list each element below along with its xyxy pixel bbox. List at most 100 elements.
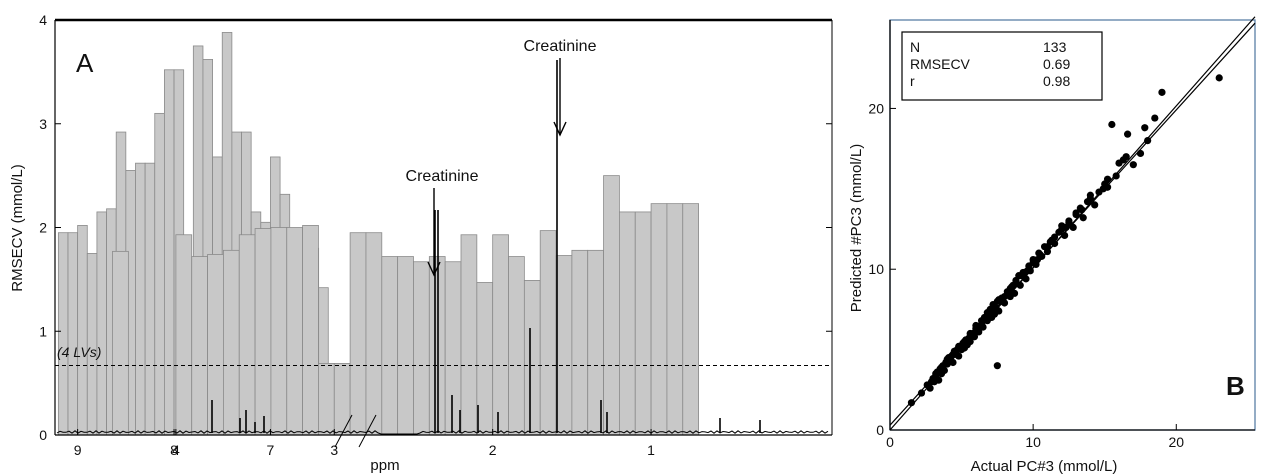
x-axis-label-b: Actual PC#3 (mmol/L)	[971, 458, 1118, 475]
bar	[619, 211, 636, 436]
bar	[539, 230, 557, 436]
bar	[286, 227, 304, 436]
bar	[238, 234, 256, 436]
annotation-arrow-1-head	[427, 261, 441, 277]
bar	[397, 256, 414, 436]
bar	[318, 363, 335, 436]
data-point	[926, 384, 934, 392]
data-point	[1215, 74, 1223, 82]
data-point	[1136, 149, 1145, 158]
bar	[144, 162, 156, 436]
x-tick-label: 4	[172, 442, 180, 458]
data-point	[1072, 209, 1080, 217]
data-point	[933, 368, 941, 376]
data-point	[978, 317, 986, 325]
data-point	[1062, 223, 1070, 232]
data-point	[1079, 214, 1087, 222]
bar	[508, 256, 525, 436]
data-point	[973, 323, 981, 331]
data-point	[1158, 88, 1166, 96]
bar	[444, 261, 462, 436]
bar	[302, 225, 319, 436]
data-point	[1000, 292, 1009, 301]
bar	[666, 203, 684, 436]
data-point	[979, 323, 987, 331]
data-point	[1122, 153, 1130, 161]
data-point	[1010, 289, 1019, 297]
y-tick-label: 0	[876, 422, 884, 438]
annotation-creatinine-1: Creatinine	[406, 168, 479, 185]
stat-value: 0.69	[1043, 56, 1070, 72]
bar	[112, 250, 129, 436]
data-point	[1009, 281, 1017, 289]
bar	[523, 280, 541, 436]
bar	[650, 203, 668, 436]
y-tick-label: 2	[39, 220, 47, 236]
y-tick-label: 4	[39, 12, 47, 28]
bar	[603, 175, 620, 436]
bar	[57, 232, 69, 436]
bar	[492, 234, 509, 436]
bar	[571, 249, 589, 436]
x-tick-label: 1	[647, 442, 655, 458]
stats-box: N 133 RMSECV 0.69 r 0.98	[901, 31, 1103, 101]
data-point	[996, 297, 1004, 305]
data-point	[1108, 120, 1116, 129]
bar	[682, 203, 700, 436]
data-point	[1129, 161, 1137, 169]
bar	[135, 162, 146, 436]
data-point	[907, 399, 916, 407]
bar	[413, 261, 430, 436]
bar	[222, 249, 240, 436]
bar	[67, 232, 79, 436]
data-point	[995, 307, 1003, 315]
x-tick-label: 20	[1168, 434, 1184, 450]
data-point	[1061, 231, 1069, 240]
stat-label: N	[910, 39, 920, 55]
bar	[365, 232, 383, 436]
x-tick-label: 2	[489, 442, 497, 458]
x-tick-label: 3	[330, 442, 338, 458]
data-point	[952, 349, 960, 357]
stat-value: 0.98	[1043, 73, 1070, 89]
x-axis-label: ppm	[370, 457, 399, 474]
bar	[270, 227, 288, 436]
data-point	[1103, 183, 1112, 191]
data-point	[1078, 206, 1086, 214]
y-tick-label: 0	[39, 427, 47, 443]
data-point	[1051, 233, 1059, 241]
stats-box-frame	[901, 31, 1103, 101]
bar	[555, 255, 573, 436]
x-tick-label: 7	[267, 442, 275, 458]
y-tick-label: 3	[39, 116, 47, 132]
data-point	[993, 362, 1001, 370]
prediction-scatter-plot: 0 10 20 0 10 20 B Actual PC#3 (mmol/L) Predic…	[848, 16, 1256, 475]
data-point	[1144, 136, 1152, 145]
y-tick-label: 10	[868, 261, 884, 277]
data-point	[942, 360, 950, 368]
scatter-plot-area: 0 10 20 0 10 20	[868, 16, 1256, 450]
data-point	[1033, 255, 1042, 264]
data-point	[949, 358, 957, 367]
data-point	[1151, 114, 1159, 122]
bar	[476, 282, 494, 436]
bar	[460, 234, 478, 436]
annotation-creatinine-2: Creatinine	[524, 38, 597, 55]
data-point	[955, 342, 963, 350]
data-point	[917, 389, 926, 397]
stat-label: r	[910, 73, 915, 89]
spectrum-baseline	[56, 430, 829, 435]
data-point	[935, 376, 943, 384]
data-point	[1091, 201, 1099, 209]
axes: 0 1 2 3 4 9 8 7 4 3 2 1	[39, 12, 833, 458]
panel-label-b: B	[1226, 371, 1245, 401]
bar	[207, 254, 224, 436]
y-axis-label: RMSECV (mmol/L)	[9, 164, 26, 292]
data-point	[1086, 194, 1094, 203]
bar	[191, 256, 208, 436]
bar	[96, 211, 107, 436]
data-point	[962, 336, 970, 344]
nmr-spectrum	[56, 60, 829, 435]
reference-line-label: (4 LVs)	[57, 344, 101, 360]
y-tick-label: 1	[39, 323, 47, 339]
